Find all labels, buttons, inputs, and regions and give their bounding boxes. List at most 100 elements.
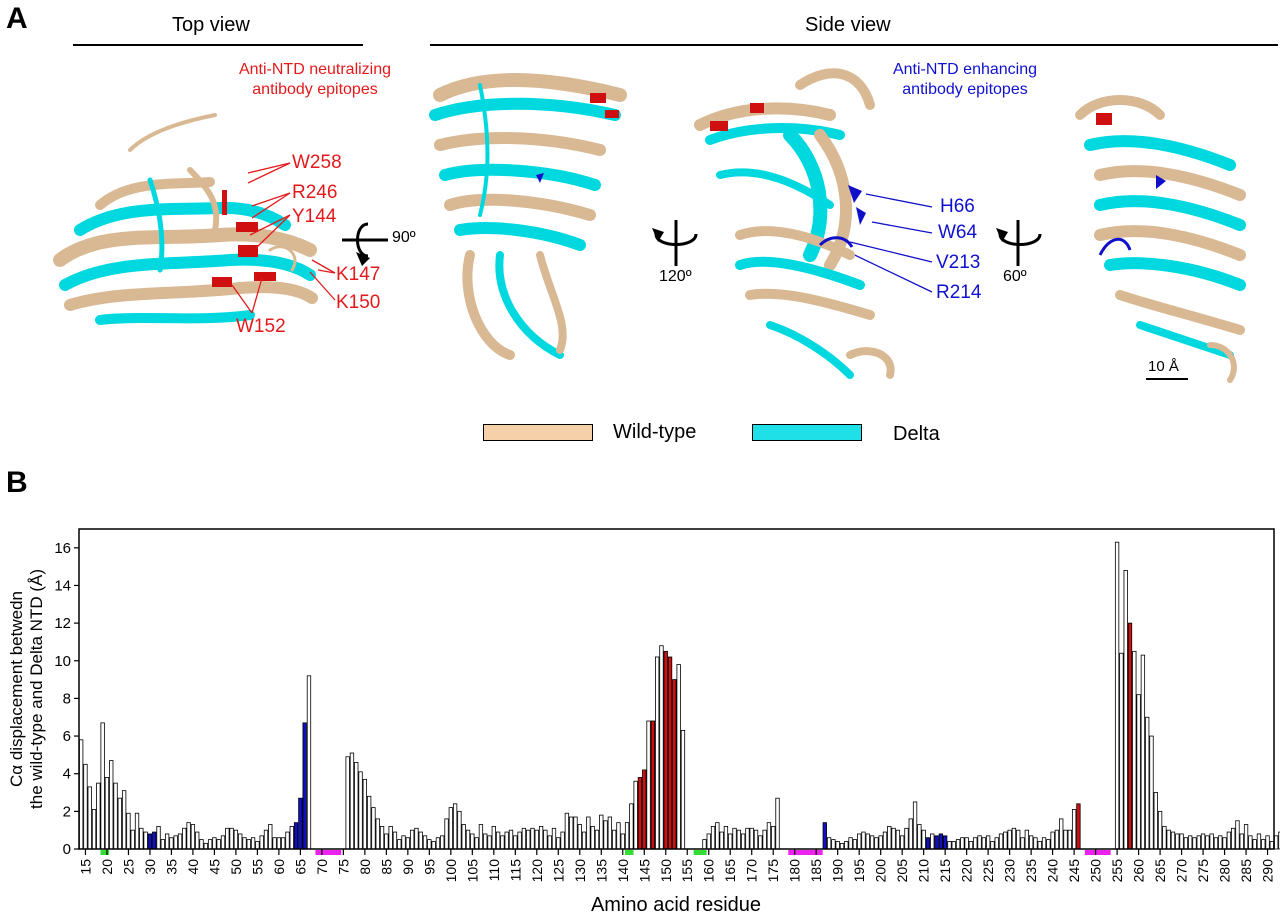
x-tick-label-105: 105 [464,859,480,883]
bar-residue-219 [960,837,965,850]
bar-residue-273 [1192,837,1197,850]
magenta-region-1 [788,850,823,855]
x-tick-label-75: 75 [335,859,351,875]
bar-residue-287 [1252,839,1257,850]
bar-residue-257 [1123,570,1128,850]
bar-residue-288 [1256,833,1262,850]
x-tick-label-195: 195 [851,859,867,883]
bar-residue-261 [1140,654,1146,850]
y-tick-label-0: 0 [63,841,71,858]
x-tick-label-110: 110 [486,859,502,882]
bar-residue-116 [517,831,522,850]
bar-residue-227 [994,837,999,850]
bar-residue-217 [951,841,956,850]
y-tick-label-12: 12 [54,615,71,632]
bar-residue-122 [543,829,548,850]
bar-residue-141 [624,822,630,850]
structure-side-view-3 [1075,95,1246,383]
bar-residue-279 [1218,835,1223,850]
top-view-pointers [231,162,933,314]
plot-frame [78,528,1275,850]
neutralizing-label-line2: antibody epitopes [252,81,378,98]
rotation-60-icon [996,220,1042,266]
y-tick-label-8: 8 [63,690,71,707]
bar-residue-160 [706,833,711,850]
bar-residue-197 [865,833,870,850]
neutralizing-label-line1: Anti-NTD neutralizing [238,61,392,78]
bar-residue-211 [925,837,931,850]
bar-residue-50 [233,829,239,850]
bar-residue-123 [547,835,552,850]
y-tick-label-16: 16 [54,540,71,557]
bar-residue-218 [955,839,961,850]
x-tick-label-210: 210 [916,859,932,883]
bar-residue-101 [452,803,458,850]
bar-residue-170 [749,827,754,850]
bar-residue-137 [607,816,613,850]
bar-residue-60 [276,837,282,850]
legend-label-delta: Delta [893,423,940,445]
bar-residue-84 [379,826,385,850]
bar-residue-167 [736,829,741,850]
bar-residue-14 [79,739,84,850]
bar-residue-23 [117,797,122,850]
x-tick-label-30: 30 [142,859,158,875]
bar-residue-235 [1028,835,1034,850]
bar-residue-272 [1188,835,1193,850]
bar-residue-276 [1205,835,1210,850]
bar-residue-226 [990,841,995,850]
bar-residue-175 [771,826,776,850]
x-tick-label-275: 275 [1195,859,1211,883]
bar-residue-30 [147,833,153,850]
bar-residue-112 [500,835,505,850]
x-tick-label-115: 115 [507,859,523,882]
bar-residue-121 [538,826,544,850]
x-tick-label-190: 190 [830,859,846,883]
bar-residue-106 [474,837,479,850]
bar-residue-152 [672,679,677,850]
x-tick-label-140: 140 [615,859,631,883]
bar-residue-40 [190,824,196,850]
bar-residue-163 [719,831,724,850]
bar-residue-125 [556,837,561,850]
bar-residue-39 [186,822,191,850]
green-region-0 [100,850,110,855]
bar-residue-21 [109,760,114,850]
bar-residue-91 [409,829,415,850]
bar-residue-29 [143,831,148,850]
bar-residue-202 [887,826,892,850]
bar-residue-107 [478,824,484,850]
structure-side-view-2 [694,68,895,379]
bar-residue-143 [633,780,638,850]
bar-residue-111 [495,831,501,850]
bar-residue-245 [1071,809,1077,850]
rotation-120-icon [652,220,698,266]
bar-residue-271 [1183,837,1189,850]
bar-residue-193 [848,837,853,850]
bar-residue-154 [680,730,686,850]
bar-residue-63 [289,826,294,850]
bar-residue-88 [397,839,402,850]
bar-residue-98 [440,835,445,850]
x-tick-label-200: 200 [873,859,889,883]
bar-residue-151 [667,656,673,850]
x-tick-label-280: 280 [1217,859,1233,883]
y-tick-label-6: 6 [63,728,71,745]
bar-residue-33 [160,839,165,850]
bar-residue-234 [1024,829,1029,850]
bar-residue-82 [371,807,376,850]
x-tick-label-45: 45 [206,859,222,875]
bar-residue-274 [1196,835,1201,850]
bar-residue-36 [173,835,178,850]
bar-residue-20 [104,777,110,850]
rotation-90-icon [342,222,388,266]
x-tick-label-90: 90 [400,859,416,875]
bar-residue-110 [491,826,496,850]
bar-residue-216 [947,841,952,850]
x-tick-label-120: 120 [529,859,545,883]
bar-residue-229 [1003,831,1008,850]
scale-bar-label: 10 Å [1148,358,1179,375]
bar-residue-244 [1067,829,1072,850]
bar-residue-194 [852,839,858,850]
bar-residue-114 [508,829,514,850]
